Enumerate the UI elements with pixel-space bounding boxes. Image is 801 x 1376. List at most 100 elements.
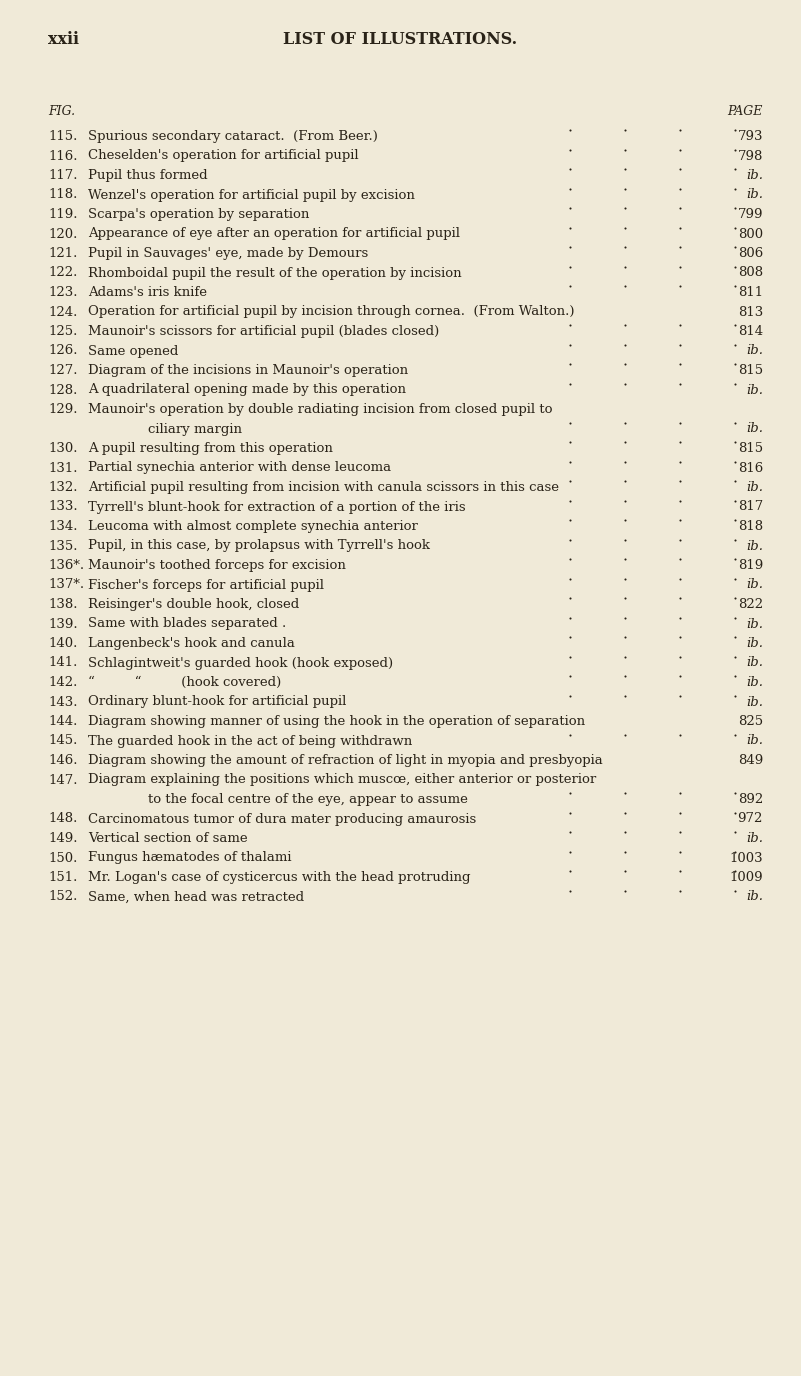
Text: Leucoma with almost complete synechia anterior: Leucoma with almost complete synechia an…: [88, 520, 418, 533]
Text: ib.: ib.: [746, 637, 763, 649]
Text: 149.: 149.: [48, 832, 78, 845]
Text: 129.: 129.: [48, 403, 78, 416]
Text: 818: 818: [738, 520, 763, 533]
Text: 135.: 135.: [48, 539, 78, 553]
Text: 117.: 117.: [48, 169, 78, 182]
Text: Cheselden's operation for artificial pupil: Cheselden's operation for artificial pup…: [88, 150, 359, 162]
Text: 815: 815: [738, 365, 763, 377]
Text: ib.: ib.: [746, 832, 763, 845]
Text: 145.: 145.: [48, 735, 78, 747]
Text: Reisinger's double hook, closed: Reisinger's double hook, closed: [88, 599, 300, 611]
Text: 811: 811: [738, 286, 763, 299]
Text: 1003: 1003: [730, 852, 763, 864]
Text: 133.: 133.: [48, 501, 78, 513]
Text: 814: 814: [738, 325, 763, 338]
Text: ciliary margin: ciliary margin: [148, 422, 242, 435]
Text: 122.: 122.: [48, 267, 78, 279]
Text: Same with blades separated .: Same with blades separated .: [88, 618, 286, 630]
Text: Partial synechia anterior with dense leucoma: Partial synechia anterior with dense leu…: [88, 461, 391, 475]
Text: “   “   (hook covered): “ “ (hook covered): [88, 676, 281, 689]
Text: 798: 798: [738, 150, 763, 162]
Text: Maunoir's toothed forceps for excision: Maunoir's toothed forceps for excision: [88, 559, 346, 572]
Text: 825: 825: [738, 716, 763, 728]
Text: Rhomboidal pupil the result of the operation by incision: Rhomboidal pupil the result of the opera…: [88, 267, 461, 279]
Text: ib.: ib.: [746, 578, 763, 592]
Text: 799: 799: [738, 208, 763, 222]
Text: 815: 815: [738, 442, 763, 455]
Text: 120.: 120.: [48, 227, 78, 241]
Text: Artificial pupil resulting from incision with canula scissors in this case: Artificial pupil resulting from incision…: [88, 482, 559, 494]
Text: Fungus hæmatodes of thalami: Fungus hæmatodes of thalami: [88, 852, 292, 864]
Text: Scarpa's operation by separation: Scarpa's operation by separation: [88, 208, 309, 222]
Text: 118.: 118.: [48, 189, 78, 201]
Text: 144.: 144.: [48, 716, 78, 728]
Text: 148.: 148.: [48, 812, 78, 826]
Text: ib.: ib.: [746, 422, 763, 435]
Text: 126.: 126.: [48, 344, 78, 358]
Text: 813: 813: [738, 305, 763, 318]
Text: 849: 849: [738, 754, 763, 766]
Text: 141.: 141.: [48, 656, 78, 670]
Text: ib.: ib.: [746, 890, 763, 904]
Text: Vertical section of same: Vertical section of same: [88, 832, 248, 845]
Text: 134.: 134.: [48, 520, 78, 533]
Text: ib.: ib.: [746, 695, 763, 709]
Text: LIST OF ILLUSTRATIONS.: LIST OF ILLUSTRATIONS.: [284, 32, 517, 48]
Text: 817: 817: [738, 501, 763, 513]
Text: 151.: 151.: [48, 871, 78, 883]
Text: ib.: ib.: [746, 384, 763, 396]
Text: 972: 972: [738, 812, 763, 826]
Text: 808: 808: [738, 267, 763, 279]
Text: Same, when head was retracted: Same, when head was retracted: [88, 890, 304, 904]
Text: 822: 822: [738, 599, 763, 611]
Text: Ordinary blunt-hook for artificial pupil: Ordinary blunt-hook for artificial pupil: [88, 695, 346, 709]
Text: ib.: ib.: [746, 169, 763, 182]
Text: 793: 793: [738, 129, 763, 143]
Text: Spurious secondary cataract.  (From Beer.): Spurious secondary cataract. (From Beer.…: [88, 129, 378, 143]
Text: ib.: ib.: [746, 189, 763, 201]
Text: Langenbeck's hook and canula: Langenbeck's hook and canula: [88, 637, 295, 649]
Text: 128.: 128.: [48, 384, 78, 396]
Text: Operation for artificial pupil by incision through cornea.  (From Walton.): Operation for artificial pupil by incisi…: [88, 305, 574, 318]
Text: Schlagintweit's guarded hook (hook exposed): Schlagintweit's guarded hook (hook expos…: [88, 656, 393, 670]
Text: 131.: 131.: [48, 461, 78, 475]
Text: ib.: ib.: [746, 539, 763, 553]
Text: 115.: 115.: [48, 129, 78, 143]
Text: Diagram showing the amount of refraction of light in myopia and presbyopia: Diagram showing the amount of refraction…: [88, 754, 602, 766]
Text: Diagram showing manner of using the hook in the operation of separation: Diagram showing manner of using the hook…: [88, 716, 585, 728]
Text: ib.: ib.: [746, 482, 763, 494]
Text: Carcinomatous tumor of dura mater producing amaurosis: Carcinomatous tumor of dura mater produc…: [88, 812, 477, 826]
Text: ib.: ib.: [746, 735, 763, 747]
Text: 121.: 121.: [48, 248, 78, 260]
Text: FIG.: FIG.: [48, 105, 75, 118]
Text: 146.: 146.: [48, 754, 78, 766]
Text: ib.: ib.: [746, 618, 763, 630]
Text: Maunoir's operation by double radiating incision from closed pupil to: Maunoir's operation by double radiating …: [88, 403, 553, 416]
Text: 127.: 127.: [48, 365, 78, 377]
Text: 147.: 147.: [48, 773, 78, 787]
Text: 136*.: 136*.: [48, 559, 84, 572]
Text: 819: 819: [738, 559, 763, 572]
Text: The guarded hook in the act of being withdrawn: The guarded hook in the act of being wit…: [88, 735, 413, 747]
Text: 152.: 152.: [48, 890, 78, 904]
Text: Fischer's forceps for artificial pupil: Fischer's forceps for artificial pupil: [88, 578, 324, 592]
Text: Appearance of eye after an operation for artificial pupil: Appearance of eye after an operation for…: [88, 227, 460, 241]
Text: A quadrilateral opening made by this operation: A quadrilateral opening made by this ope…: [88, 384, 406, 396]
Text: Same opened: Same opened: [88, 344, 179, 358]
Text: 125.: 125.: [48, 325, 78, 338]
Text: Diagram of the incisions in Maunoir's operation: Diagram of the incisions in Maunoir's op…: [88, 365, 409, 377]
Text: 130.: 130.: [48, 442, 78, 455]
Text: Mr. Logan's case of cysticercus with the head protruding: Mr. Logan's case of cysticercus with the…: [88, 871, 470, 883]
Text: 119.: 119.: [48, 208, 78, 222]
Text: xxii: xxii: [48, 32, 79, 48]
Text: 116.: 116.: [48, 150, 78, 162]
Text: 123.: 123.: [48, 286, 78, 299]
Text: Pupil, in this case, by prolapsus with Tyrrell's hook: Pupil, in this case, by prolapsus with T…: [88, 539, 430, 553]
Text: 800: 800: [738, 227, 763, 241]
Text: 1009: 1009: [730, 871, 763, 883]
Text: to the focal centre of the eye, appear to assume: to the focal centre of the eye, appear t…: [148, 793, 468, 806]
Text: 139.: 139.: [48, 618, 78, 630]
Text: 137*.: 137*.: [48, 578, 84, 592]
Text: Pupil in Sauvages' eye, made by Demours: Pupil in Sauvages' eye, made by Demours: [88, 248, 368, 260]
Text: 132.: 132.: [48, 482, 78, 494]
